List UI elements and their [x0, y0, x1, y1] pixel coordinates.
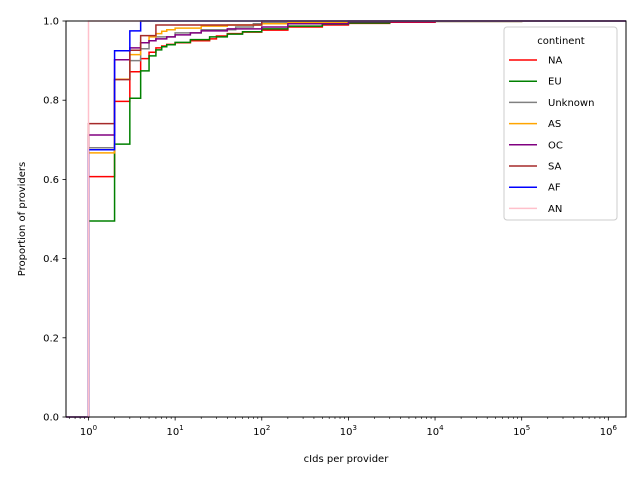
- legend-label-an: AN: [548, 204, 562, 215]
- series-line-sa: [66, 20, 626, 418]
- legend-title: continent: [537, 36, 584, 47]
- legend-entries: NA EU Unknown AS OC SA AF AN: [509, 56, 594, 215]
- x-tick-label: 104: [426, 424, 444, 438]
- y-axis-label: Proportion of providers: [17, 162, 28, 276]
- legend-box: [503, 26, 618, 221]
- x-axis-label: cIds per provider: [304, 454, 390, 465]
- legend-label-oc: OC: [548, 140, 563, 151]
- y-axis-ticks: 0.0 0.2 0.4 0.6 0.8 1.0: [43, 17, 66, 424]
- series-line-eu: [66, 20, 626, 418]
- legend-label-af: AF: [548, 183, 561, 194]
- y-tick-label: 0.4: [43, 254, 59, 265]
- legend-label-sa: SA: [548, 162, 562, 173]
- y-tick-label: 0.0: [43, 413, 59, 424]
- legend: continent NA EU Unknown AS OC SA AF AN: [503, 26, 618, 221]
- y-tick-label: 0.6: [43, 175, 59, 186]
- x-tick-label: 105: [513, 424, 530, 438]
- plot-frame: [65, 20, 627, 418]
- legend-label-na: NA: [548, 56, 562, 67]
- legend-label-eu: EU: [548, 77, 562, 88]
- legend-label-as: AS: [548, 119, 561, 130]
- y-tick-label: 1.0: [43, 17, 59, 28]
- x-tick-label: 100: [80, 424, 97, 438]
- x-tick-label: 101: [167, 424, 184, 438]
- y-tick-label: 0.8: [43, 96, 59, 107]
- x-tick-label: 102: [253, 424, 270, 438]
- legend-label-unknown: Unknown: [548, 98, 594, 109]
- y-tick-label: 0.2: [43, 333, 59, 344]
- x-axis-ticks: 100 101 102 103 104 105 106: [68, 417, 618, 438]
- x-tick-label: 106: [600, 424, 618, 438]
- x-tick-label: 103: [340, 424, 357, 438]
